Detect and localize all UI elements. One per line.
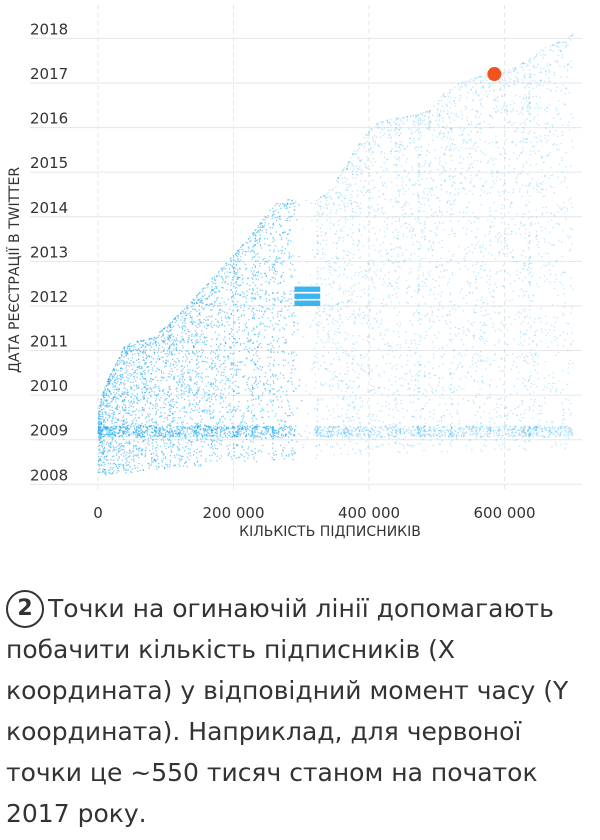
caption: 2 Точки на огинаючій лінії допомагають по… — [6, 588, 596, 834]
scatter-chart: 2008 2009 2010 2011 2012 2013 2014 2015 2016 2017… — [5, 5, 582, 540]
dense-band-2012 — [294, 300, 321, 306]
step-number-badge: 2 — [6, 590, 44, 628]
y-tick-label: 2008 — [30, 466, 68, 484]
x-tick-label: 600 000 — [474, 504, 536, 522]
y-tick-labels: 2008 2009 2010 2011 2012 2013 2014 2015 2016 2017… — [30, 20, 68, 484]
x-axis-title: КІЛЬКІСТЬ ПІДПИСНИКІВ — [239, 524, 421, 540]
x-tick-labels: 0 200 000 400 000 600 000 — [93, 504, 535, 522]
y-tick-label: 2012 — [30, 288, 68, 306]
y-tick-label: 2017 — [30, 65, 68, 83]
y-tick-label: 2015 — [30, 154, 68, 172]
caption-text: Точки на огинаючій лінії допомагають поб… — [6, 594, 569, 828]
highlight-point — [487, 67, 502, 82]
y-axis-title: ДАТА РЕЄСТРАЦІЇ В TWITTER — [5, 167, 23, 373]
dense-band-2012 — [294, 293, 321, 299]
dense-band-2012 — [294, 286, 321, 292]
scatter-points — [97, 33, 574, 476]
y-tick-label: 2013 — [30, 243, 68, 261]
x-tick-label: 200 000 — [202, 504, 264, 522]
x-tick-label: 0 — [93, 504, 103, 522]
x-tick-label: 400 000 — [338, 504, 400, 522]
y-tick-label: 2010 — [30, 377, 68, 395]
y-tick-label: 2016 — [30, 110, 68, 128]
y-tick-label: 2011 — [30, 333, 68, 351]
y-tick-label: 2014 — [30, 199, 68, 217]
y-tick-label: 2009 — [30, 422, 68, 440]
y-tick-label: 2018 — [30, 20, 68, 38]
